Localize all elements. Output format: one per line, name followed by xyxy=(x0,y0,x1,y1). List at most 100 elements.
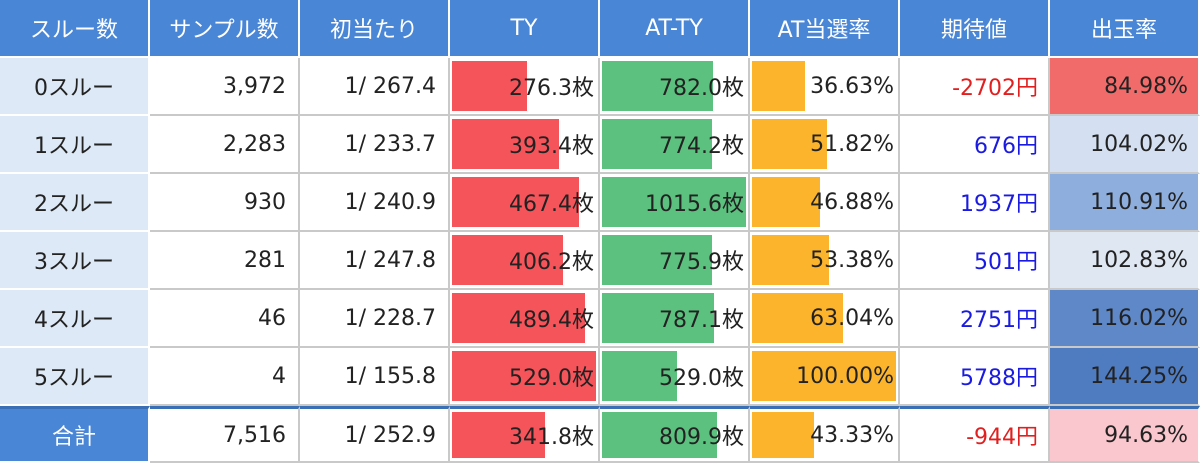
row-label: 0スルー xyxy=(0,58,150,116)
atty-value: 529.0枚 xyxy=(659,366,744,391)
first-hit-rate: 1/ 267.4 xyxy=(300,58,450,116)
payout-rate: 94.63% xyxy=(1050,406,1200,463)
ty-cell: 341.8枚 xyxy=(450,406,600,463)
row-label: 2スルー xyxy=(0,174,150,232)
sample-count: 281 xyxy=(150,232,300,290)
expected-value: 501円 xyxy=(900,232,1050,290)
header-first-hit: 初当たり xyxy=(300,0,450,58)
ty-value: 393.4枚 xyxy=(509,134,594,159)
header-expected-value: 期待値 xyxy=(900,0,1050,58)
at-rate-value: 100.00% xyxy=(796,363,894,389)
header-payout-rate: 出玉率 xyxy=(1050,0,1200,58)
first-hit-rate: 1/ 233.7 xyxy=(300,116,450,174)
ty-cell: 406.2枚 xyxy=(450,232,600,290)
at-rate-cell: 51.82% xyxy=(750,116,900,174)
at-rate-value: 53.38% xyxy=(810,247,894,273)
sample-count: 7,516 xyxy=(150,406,300,463)
ty-cell: 529.0枚 xyxy=(450,348,600,406)
header-through-count: スルー数 xyxy=(0,0,150,58)
atty-bar xyxy=(602,293,714,343)
sample-count: 3,972 xyxy=(150,58,300,116)
header-samples: サンプル数 xyxy=(150,0,300,58)
atty-cell: 775.9枚 xyxy=(600,232,750,290)
ty-bar xyxy=(452,351,596,401)
atty-value: 774.2枚 xyxy=(659,134,744,159)
atty-cell: 782.0枚 xyxy=(600,58,750,116)
atty-value: 1015.6枚 xyxy=(645,192,744,217)
ty-bar xyxy=(452,119,559,169)
ty-cell: 276.3枚 xyxy=(450,58,600,116)
atty-cell: 1015.6枚 xyxy=(600,174,750,232)
atty-bar xyxy=(602,235,712,285)
at-rate-bar xyxy=(752,61,805,111)
ty-bar xyxy=(452,293,585,343)
expected-value: -2702円 xyxy=(900,58,1050,116)
ty-bar xyxy=(452,412,545,458)
at-rate-cell: 63.04% xyxy=(750,290,900,348)
first-hit-rate: 1/ 252.9 xyxy=(300,406,450,463)
ty-bar xyxy=(452,177,579,227)
at-rate-bar xyxy=(752,119,827,169)
expected-value: 2751円 xyxy=(900,290,1050,348)
at-rate-value: 46.88% xyxy=(810,189,894,215)
at-rate-bar xyxy=(752,177,820,227)
ty-value: 529.0枚 xyxy=(509,366,594,391)
at-rate-value: 43.33% xyxy=(810,422,894,448)
row-label: 合計 xyxy=(0,406,150,463)
header-ty: TY xyxy=(450,0,600,58)
expected-value: 1937円 xyxy=(900,174,1050,232)
payout-rate: 102.83% xyxy=(1050,232,1200,290)
expected-value: 676円 xyxy=(900,116,1050,174)
at-rate-cell: 46.88% xyxy=(750,174,900,232)
ty-cell: 467.4枚 xyxy=(450,174,600,232)
header-at-rate: AT当選率 xyxy=(750,0,900,58)
row-label: 5スルー xyxy=(0,348,150,406)
first-hit-rate: 1/ 240.9 xyxy=(300,174,450,232)
sample-count: 46 xyxy=(150,290,300,348)
at-rate-bar xyxy=(752,412,814,458)
atty-cell: 787.1枚 xyxy=(600,290,750,348)
atty-bar xyxy=(602,119,712,169)
sample-count: 930 xyxy=(150,174,300,232)
at-rate-value: 63.04% xyxy=(810,305,894,331)
atty-value: 782.0枚 xyxy=(659,76,744,101)
ty-bar xyxy=(452,235,563,285)
payout-rate: 84.98% xyxy=(1050,58,1200,116)
row-label: 4スルー xyxy=(0,290,150,348)
at-rate-bar xyxy=(752,351,896,401)
ty-value: 489.4枚 xyxy=(509,308,594,333)
ty-bar xyxy=(452,61,527,111)
atty-bar xyxy=(602,412,717,458)
expected-value: -944円 xyxy=(900,406,1050,463)
atty-cell: 809.9枚 xyxy=(600,406,750,463)
at-rate-bar xyxy=(752,235,829,285)
at-rate-cell: 100.00% xyxy=(750,348,900,406)
at-rate-cell: 36.63% xyxy=(750,58,900,116)
payout-rate: 104.02% xyxy=(1050,116,1200,174)
atty-bar xyxy=(602,177,746,227)
row-label: 1スルー xyxy=(0,116,150,174)
atty-cell: 529.0枚 xyxy=(600,348,750,406)
ty-value: 406.2枚 xyxy=(509,250,594,275)
ty-cell: 393.4枚 xyxy=(450,116,600,174)
ty-cell: 489.4枚 xyxy=(450,290,600,348)
ty-value: 276.3枚 xyxy=(509,76,594,101)
payout-rate: 116.02% xyxy=(1050,290,1200,348)
first-hit-rate: 1/ 247.8 xyxy=(300,232,450,290)
sample-count: 4 xyxy=(150,348,300,406)
ty-value: 467.4枚 xyxy=(509,192,594,217)
at-rate-cell: 43.33% xyxy=(750,406,900,463)
payout-rate: 110.91% xyxy=(1050,174,1200,232)
payout-rate: 144.25% xyxy=(1050,348,1200,406)
atty-value: 787.1枚 xyxy=(659,308,744,333)
ty-value: 341.8枚 xyxy=(509,425,594,450)
atty-cell: 774.2枚 xyxy=(600,116,750,174)
header-at-ty: AT-TY xyxy=(600,0,750,58)
expected-value: 5788円 xyxy=(900,348,1050,406)
atty-bar xyxy=(602,351,677,401)
at-rate-value: 51.82% xyxy=(810,131,894,157)
atty-value: 775.9枚 xyxy=(659,250,744,275)
first-hit-rate: 1/ 155.8 xyxy=(300,348,450,406)
atty-value: 809.9枚 xyxy=(659,425,744,450)
